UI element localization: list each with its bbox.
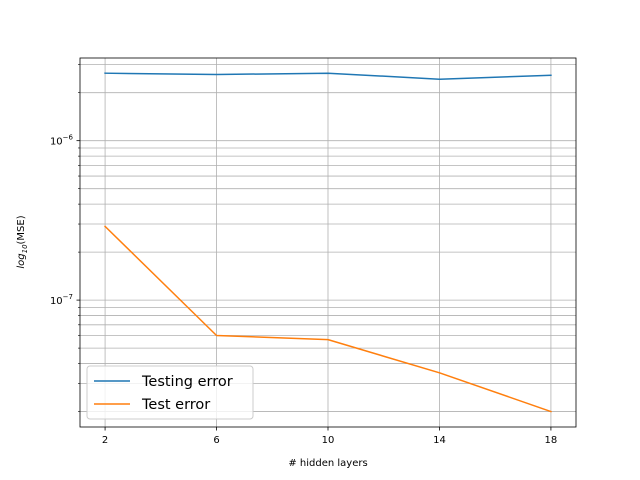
series-line-2 xyxy=(104,225,552,413)
legend-label-1: Testing error xyxy=(141,374,233,390)
y-tick-label: 10−7 xyxy=(50,293,73,307)
y-axis-label-suffix: (MSE) xyxy=(16,215,27,244)
x-axis-ticks: 2 6 10 14 18 xyxy=(102,427,557,446)
x-tick-label: 2 xyxy=(102,435,108,446)
y-tick-label-exponent: −7 xyxy=(63,293,73,301)
legend-box xyxy=(86,365,254,420)
y-tick-label-base: 10 xyxy=(50,296,63,307)
y-axis-ticks: 10−610−7 xyxy=(50,64,80,412)
y-axis-label: log10(MSE) xyxy=(16,215,29,268)
y-tick-label-exponent: −6 xyxy=(63,134,74,142)
legend: Testing error Test error xyxy=(86,365,254,420)
y-axis-label-base: log xyxy=(16,253,27,268)
y-axis-label-subscript: 10 xyxy=(21,244,29,253)
series-line-1 xyxy=(104,72,552,80)
x-tick-label: 14 xyxy=(433,435,446,446)
y-tick-label-base: 10 xyxy=(50,137,63,148)
x-tick-label: 10 xyxy=(322,435,335,446)
y-tick-label: 10−6 xyxy=(50,134,74,148)
x-axis-label: # hidden layers xyxy=(288,458,367,469)
series-lines xyxy=(104,72,552,413)
x-tick-label: 18 xyxy=(545,435,558,446)
x-tick-label: 6 xyxy=(213,435,219,446)
legend-label-2: Test error xyxy=(141,397,210,413)
